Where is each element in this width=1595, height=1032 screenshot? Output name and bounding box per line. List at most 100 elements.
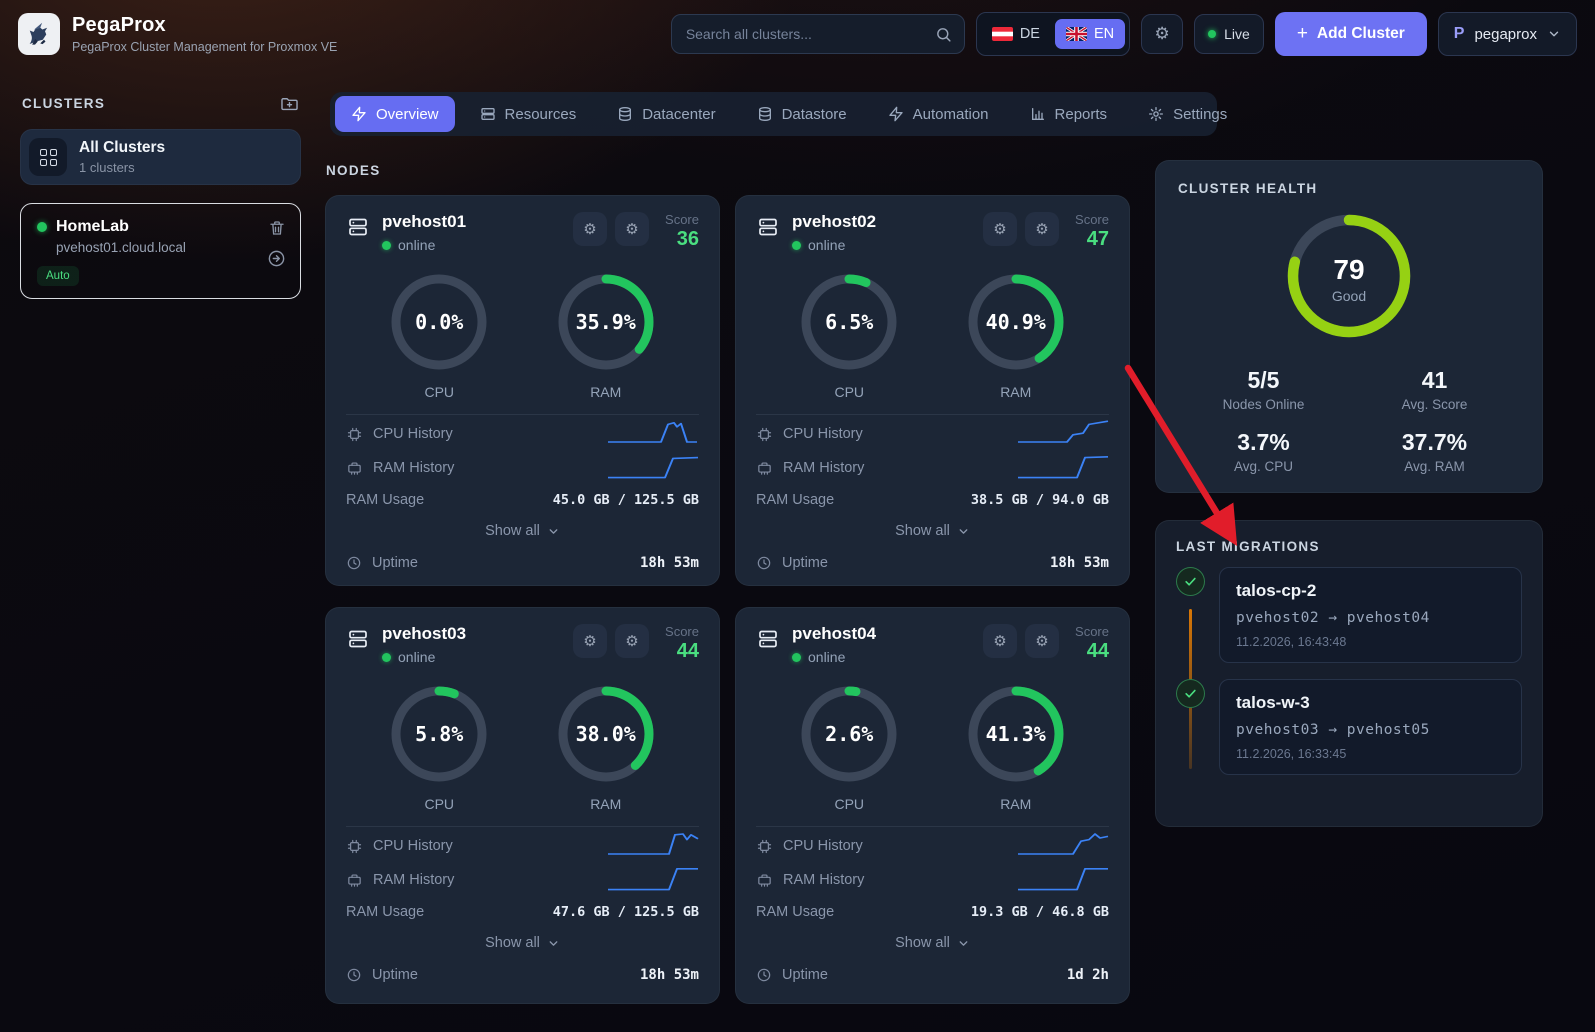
- lang-de-label: DE: [1019, 26, 1040, 42]
- clock-icon: [347, 968, 361, 982]
- add-folder-icon[interactable]: [280, 94, 299, 113]
- tab-datacenter[interactable]: Datacenter: [601, 96, 731, 132]
- user-name: pegaprox: [1474, 25, 1537, 43]
- stat-avg-cpu: 3.7% Avg. CPU: [1233, 429, 1294, 474]
- ram-history-row: RAM History: [756, 451, 1109, 485]
- lang-de-button[interactable]: DE: [981, 19, 1051, 49]
- online-dot-icon: [382, 240, 391, 250]
- app-subtitle: PegaProx Cluster Management for Proxmox …: [72, 40, 338, 54]
- gear-icon: ⚙: [583, 633, 597, 650]
- chevron-down-icon: [549, 940, 558, 946]
- server-icon: [759, 218, 777, 236]
- node-score: Score 36: [665, 212, 699, 250]
- cpu-history-row: CPU History: [756, 417, 1109, 451]
- add-cluster-label: Add Cluster: [1316, 25, 1405, 42]
- divider: [756, 826, 1109, 827]
- show-all-button[interactable]: Show all: [756, 927, 1109, 959]
- node-settings-button[interactable]: ⚙: [983, 212, 1018, 246]
- settings-button[interactable]: ⚙: [1141, 14, 1184, 54]
- node-status: online: [398, 649, 436, 665]
- node-card: pvehost02 online ⚙ ⚙ Score 47: [735, 195, 1130, 586]
- node-name: pvehost03: [382, 624, 467, 643]
- cpu-gauge: 0.0% CPU: [388, 271, 490, 400]
- tab-resources[interactable]: Resources: [464, 96, 593, 132]
- uptime-row: Uptime 1d 2h: [756, 959, 1109, 991]
- search-input[interactable]: [685, 26, 935, 42]
- ram-percent: 41.3%: [985, 722, 1046, 746]
- nodes-section-title: NODES: [326, 163, 381, 178]
- tab-settings[interactable]: Settings: [1132, 96, 1243, 132]
- sidebar-item-homelab[interactable]: HomeLab pvehost01.cloud.local Auto: [20, 203, 301, 299]
- cpu-history-row: CPU History: [756, 829, 1109, 863]
- add-cluster-button[interactable]: + Add Cluster: [1274, 12, 1427, 56]
- app-logo: [18, 13, 60, 55]
- health-gauge: 79 Good: [1281, 208, 1417, 349]
- node-config-button[interactable]: ⚙: [615, 212, 650, 246]
- node-config-button[interactable]: ⚙: [1025, 624, 1060, 658]
- grid-icon: [29, 138, 67, 176]
- chevron-down-icon: [959, 528, 968, 534]
- austria-flag-icon: [991, 27, 1013, 41]
- brand: PegaProx PegaProx Cluster Management for…: [18, 13, 337, 55]
- online-dot-icon: [792, 652, 801, 662]
- score-value: 36: [676, 228, 699, 250]
- cpu-gauge: 5.8% CPU: [388, 683, 490, 812]
- gear-icon: ⚙: [993, 633, 1007, 650]
- node-settings-button[interactable]: ⚙: [573, 212, 608, 246]
- cluster-health-title: CLUSTER HEALTH: [1178, 181, 1318, 196]
- health-status: Good: [1331, 287, 1367, 304]
- ram-history-row: RAM History: [756, 863, 1109, 897]
- uptime-row: Uptime 18h 53m: [346, 547, 699, 579]
- user-menu[interactable]: P pegaprox: [1437, 12, 1577, 56]
- all-clusters-title: All Clusters: [79, 139, 166, 156]
- gear-icon: ⚙: [583, 221, 597, 238]
- open-cluster-icon[interactable]: [267, 249, 286, 268]
- node-name: pvehost01: [382, 212, 467, 231]
- divider: [756, 414, 1109, 415]
- sidebar-item-all-clusters[interactable]: All Clusters 1 clusters: [20, 129, 301, 185]
- arrow-right-icon: →: [1328, 722, 1338, 738]
- top-bar: PegaProx PegaProx Cluster Management for…: [0, 0, 1595, 68]
- node-settings-button[interactable]: ⚙: [573, 624, 608, 658]
- tab-datastore[interactable]: Datastore: [741, 96, 863, 132]
- cluster-health-panel: CLUSTER HEALTH 79 Good 5/5 Nodes Online …: [1155, 160, 1543, 493]
- uptime-value: 18h 53m: [1049, 555, 1109, 571]
- show-all-button[interactable]: Show all: [756, 515, 1109, 547]
- tab-automation[interactable]: Automation: [872, 96, 1005, 132]
- uk-flag-icon: [1065, 27, 1087, 41]
- chevron-down-icon: [1549, 31, 1559, 37]
- cpu-icon: [347, 427, 362, 441]
- health-score: 79: [1333, 253, 1365, 285]
- cluster-name: HomeLab: [56, 218, 129, 235]
- lang-en-button[interactable]: EN: [1054, 19, 1126, 49]
- app-title: PegaProx: [72, 14, 166, 36]
- ram-sparkline: [608, 456, 699, 479]
- ram-history-row: RAM History: [346, 451, 699, 485]
- node-status: online: [808, 649, 846, 665]
- stat-nodes-online: 5/5 Nodes Online: [1222, 367, 1305, 412]
- node-config-button[interactable]: ⚙: [1025, 212, 1060, 246]
- show-all-button[interactable]: Show all: [346, 927, 699, 959]
- ram-percent: 35.9%: [575, 310, 636, 334]
- uptime-row: Uptime 18h 53m: [756, 547, 1109, 579]
- migrations-title: LAST MIGRATIONS: [1176, 539, 1320, 554]
- cpu-percent: 6.5%: [825, 310, 874, 334]
- live-label: Live: [1224, 26, 1250, 42]
- migration-vm-name: talos-w-3: [1236, 693, 1310, 712]
- tab-overview[interactable]: Overview: [335, 96, 455, 132]
- show-all-button[interactable]: Show all: [346, 515, 699, 547]
- bolt-icon: [888, 106, 903, 122]
- live-dot-icon: [1208, 30, 1217, 38]
- ram-gauge: 38.0% RAM: [555, 683, 657, 812]
- score-value: 44: [676, 640, 699, 662]
- node-config-button[interactable]: ⚙: [615, 624, 650, 658]
- database-icon: [619, 107, 632, 122]
- ram-gauge: 40.9% RAM: [965, 271, 1067, 400]
- cpu-percent: 5.8%: [415, 722, 464, 746]
- tab-reports[interactable]: Reports: [1014, 96, 1124, 132]
- node-settings-button[interactable]: ⚙: [983, 624, 1018, 658]
- delete-cluster-icon[interactable]: [268, 219, 286, 237]
- cluster-online-dot: [37, 222, 47, 232]
- clock-icon: [757, 968, 771, 982]
- clock-icon: [757, 556, 771, 570]
